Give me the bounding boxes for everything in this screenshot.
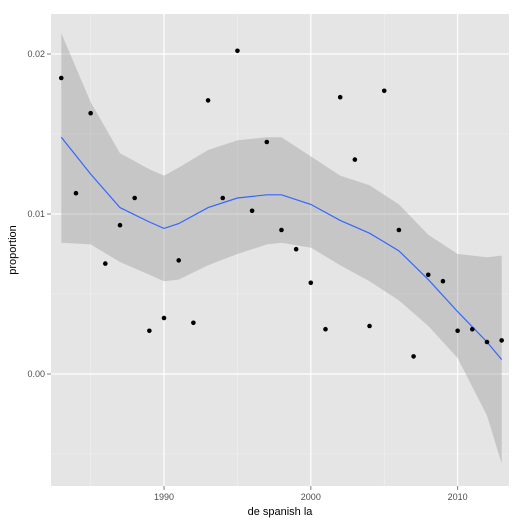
data-point [470, 326, 475, 332]
data-point [117, 222, 123, 228]
data-point [191, 320, 196, 326]
data-point [279, 227, 284, 233]
data-point [381, 88, 387, 94]
data-point [235, 48, 240, 54]
data-point [132, 195, 137, 201]
confidence-ribbon-layer [61, 33, 502, 464]
y-tick-label: 0.01 [27, 209, 45, 219]
data-point [220, 195, 226, 201]
x-tick-label: 1990 [154, 492, 174, 502]
data-point [205, 98, 211, 103]
grid-major [51, 14, 509, 486]
data-point [425, 272, 431, 278]
points-layer [58, 48, 504, 359]
data-point [308, 280, 314, 286]
x-tick-label: 2010 [448, 492, 468, 502]
data-point [103, 261, 108, 266]
y-tick-label: 0.02 [27, 49, 45, 59]
plot-panel [51, 14, 509, 486]
data-point [249, 208, 255, 214]
data-point [440, 278, 446, 284]
data-point [323, 326, 328, 332]
y-axis: 0.00 0.01 0.02 [27, 49, 51, 379]
data-point [293, 246, 299, 252]
x-tick-label: 2000 [301, 492, 321, 502]
data-point [352, 157, 358, 162]
data-point [147, 328, 152, 334]
data-point [88, 110, 93, 116]
confidence-ribbon [61, 33, 502, 464]
data-point [264, 139, 270, 145]
smooth-line [60, 136, 503, 360]
data-point [455, 328, 460, 334]
data-point [337, 94, 343, 100]
data-point [484, 339, 490, 345]
data-point [396, 227, 402, 233]
data-point [176, 258, 182, 263]
smooth-line-layer [60, 136, 503, 360]
data-point [161, 315, 167, 321]
y-tick-label: 0.00 [27, 369, 45, 379]
data-point [58, 75, 64, 81]
x-axis: 1990 2000 2010 [154, 486, 468, 502]
data-point [367, 323, 372, 329]
data-point [499, 338, 504, 343]
y-axis-title: proportion [7, 225, 19, 275]
x-axis-title: de spanish la [248, 506, 314, 518]
data-point [73, 190, 79, 196]
data-point [411, 354, 416, 359]
